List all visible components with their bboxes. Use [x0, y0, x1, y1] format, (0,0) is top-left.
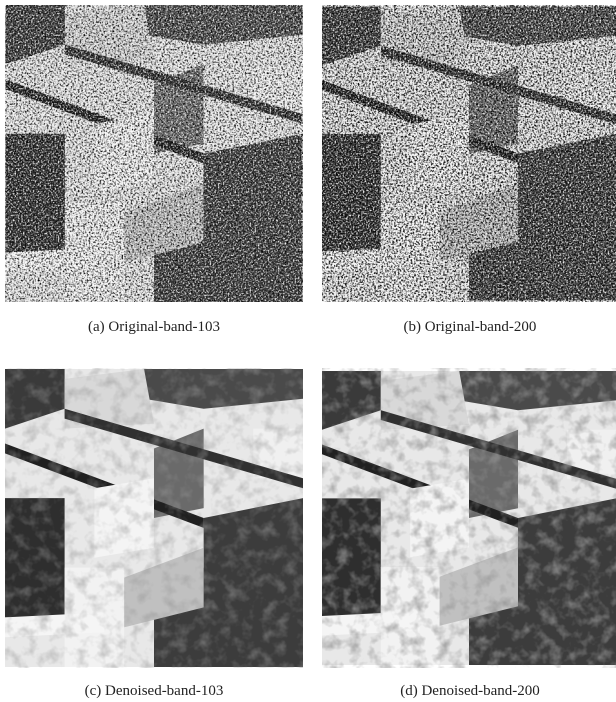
- image-d: [322, 368, 616, 668]
- figure-canvas: (a) Original-band-103 (b) Original-band-…: [0, 0, 616, 702]
- caption: (a) Original-band-103: [88, 319, 220, 335]
- figure: (a) Original-band-103 (b) Original-band-…: [0, 0, 616, 702]
- image-a: [5, 5, 303, 302]
- caption: (c) Denoised-band-103: [85, 683, 224, 699]
- image-c: [5, 368, 303, 668]
- image-b: [322, 5, 616, 302]
- caption: (b) Original-band-200: [404, 319, 537, 335]
- caption: (d) Denoised-band-200: [400, 683, 540, 699]
